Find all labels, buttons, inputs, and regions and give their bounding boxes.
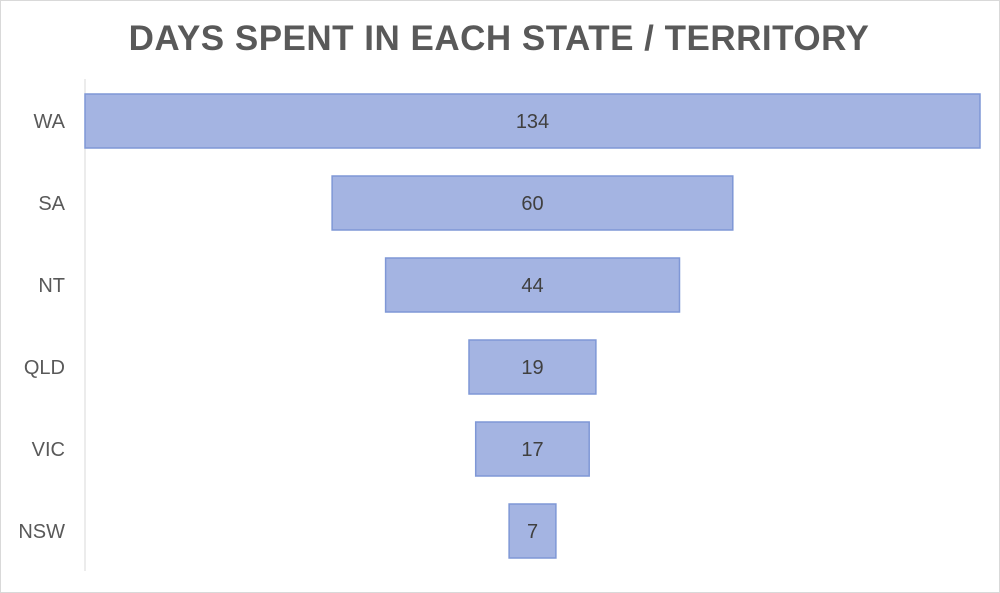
data-label-wa: 134	[516, 111, 549, 133]
data-label-vic: 17	[521, 439, 543, 461]
funnel-bar-nsw	[508, 503, 557, 559]
funnel-bar-sa	[331, 175, 734, 231]
category-label-nsw: NSW	[18, 521, 65, 543]
funnel-bar-vic	[474, 421, 590, 477]
funnel-bar-wa	[84, 93, 981, 149]
funnel-bar-nt	[384, 257, 681, 313]
category-label-wa: WA	[34, 111, 66, 133]
data-label-nt: 44	[521, 275, 543, 297]
category-label-nt: NT	[38, 275, 65, 297]
data-label-sa: 60	[521, 193, 543, 215]
funnel-bar-qld	[468, 339, 597, 395]
category-label-sa: SA	[38, 193, 65, 215]
category-label-vic: VIC	[32, 439, 65, 461]
chart-title: DAYS SPENT IN EACH STATE / TERRITORY	[128, 19, 870, 58]
data-label-nsw: 7	[527, 521, 538, 543]
data-label-qld: 19	[521, 357, 543, 379]
category-label-qld: QLD	[24, 357, 65, 379]
